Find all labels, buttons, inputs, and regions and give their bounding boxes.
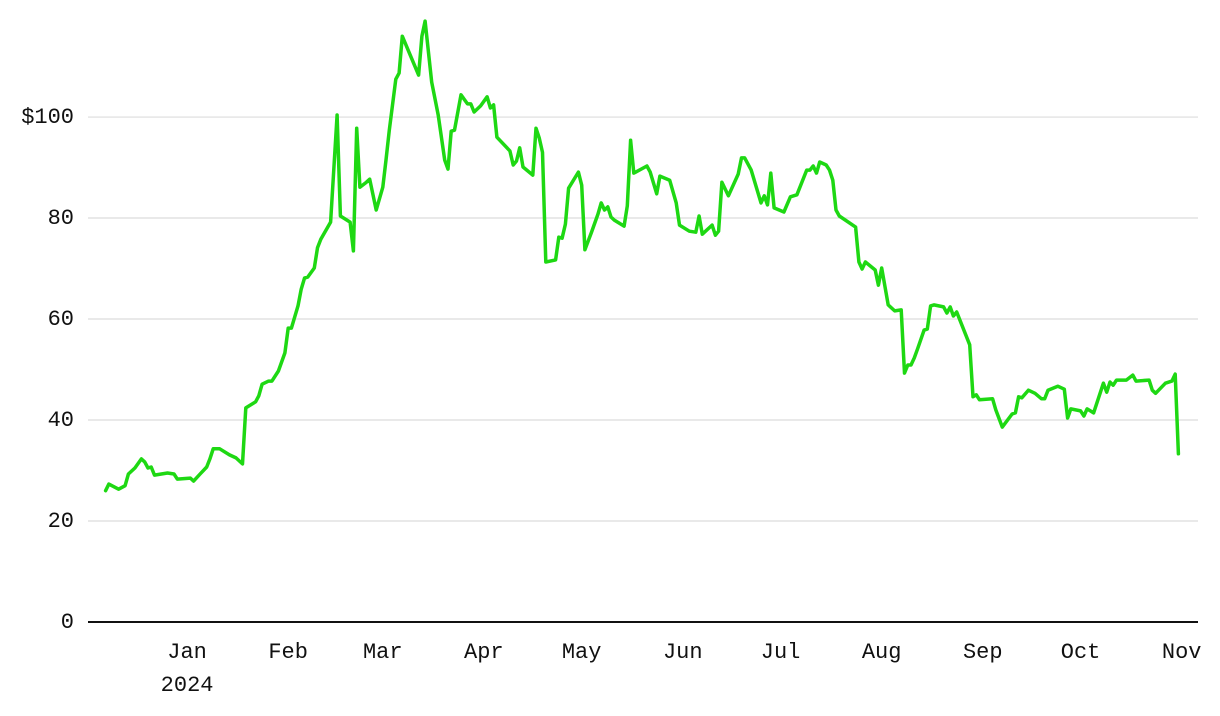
price-line	[103, 19, 1181, 493]
y-tick-label: 0	[61, 610, 74, 635]
x-tick-label: Apr	[464, 640, 504, 665]
x-tick-label: Mar	[362, 640, 403, 665]
x-tick-label: Jul	[760, 640, 801, 665]
x-tick-label: Aug	[861, 640, 902, 665]
y-tick-label: 20	[48, 509, 74, 534]
x-tick-label: Jan 2024	[160, 640, 214, 698]
x-tick-label: Feb	[268, 640, 308, 665]
y-tick-label: 60	[48, 307, 74, 332]
y-tick-label: 80	[48, 206, 74, 231]
x-tick-label: Oct	[1060, 640, 1101, 665]
y-tick-label: $100	[21, 105, 74, 130]
x-tick-label: May	[561, 640, 602, 665]
x-tick-label: Sep	[962, 640, 1003, 665]
x-tick-label: Nov	[1161, 640, 1202, 665]
x-tick-label: Jun	[662, 640, 703, 665]
y-tick-label: 40	[48, 408, 74, 433]
